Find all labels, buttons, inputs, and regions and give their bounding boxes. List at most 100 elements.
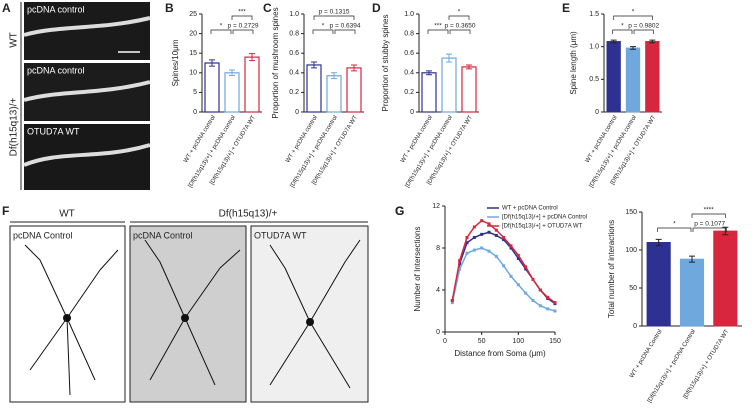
y-tick-label: 0 [633,323,637,330]
legend-label: [Df(h15q13)/+] + pcDNA Control [502,215,587,221]
x-tick-label: 50 [478,338,486,345]
panel-letter: A [2,1,11,15]
marker [502,238,506,242]
y-tick-label: 0 [193,109,197,116]
significance-label: p = 0.3650 [445,23,476,30]
bar [713,230,738,327]
significance-bracket [449,29,471,34]
significance-label: * [322,23,325,30]
marker [458,267,462,271]
significance-bracket [633,29,654,34]
marker [509,244,513,248]
y-tick-label: 12 [432,203,440,210]
significance-label: * [621,23,624,30]
line-series [451,247,556,312]
y-tick-label: 0.4 [289,70,299,77]
error-bar [249,53,255,62]
marker [465,241,469,245]
y-tick-label: 8 [436,245,440,252]
error-bar [446,53,452,63]
marker [516,283,520,287]
y-tick-label: 15 [189,50,197,57]
significance-label: * [632,9,635,16]
y-tick-label: 0.6 [289,50,299,57]
y-tick-label: 50 [629,285,637,292]
bar [625,47,641,113]
y-axis-label: Number of Intersections [413,227,422,312]
marker [538,288,542,292]
y-tick-label: 25 [189,11,197,18]
marker [524,265,528,269]
image-label: OTUD7A WT [254,230,307,240]
y-tick-label: 0.8 [289,30,299,37]
significance-bracket [210,29,232,34]
marker [494,254,498,258]
marker [509,246,513,250]
legend-label: WT + pcDNA Control [502,206,558,212]
y-tick-label: 1.0 [589,44,599,51]
soma [306,318,314,326]
marker [450,299,454,302]
bar [224,72,240,113]
significance-label: p = 0.9802 [628,23,659,30]
significance-bracket [692,227,727,232]
significance-bracket [691,213,726,218]
significance-label: * [220,23,223,30]
significance-label: *** [238,9,246,16]
error-bar [630,46,636,50]
bar [679,258,705,327]
x-tick-label: 100 [512,338,524,345]
marker [480,219,484,223]
neuron [24,239,361,396]
marker [516,257,520,260]
significance-label: * [673,221,676,228]
significance-bracket [312,29,334,34]
significance-bracket [231,15,253,20]
bar [306,64,322,113]
bar [606,41,621,113]
significance-bracket [657,227,692,232]
significance-bracket [232,29,254,34]
marker [458,259,462,263]
bar [421,72,437,113]
bar [326,75,342,113]
row-label: WT [9,32,20,48]
significance-label: *** [434,23,442,30]
x-tick-label: 0 [443,338,447,345]
significance-label: p = 0.1077 [694,221,725,228]
error-bar [331,72,337,80]
bar [204,62,220,113]
marker [487,222,491,226]
marker [524,267,528,271]
x-tick-label: 150 [549,338,561,345]
soma [63,314,71,322]
marker [502,236,506,239]
marker [480,232,484,236]
y-tick-label: 20 [189,30,197,37]
panel-letter: B [165,1,174,15]
image-label: pcDNA control [27,65,85,75]
x-tick-label: WT + pcDNA Control [629,329,664,379]
y-tick-label: 1.0 [404,11,414,18]
y-tick-label: 1.0 [289,11,299,18]
marker [516,253,520,257]
significance-bracket [313,15,355,20]
error-bar [209,59,215,67]
marker [546,295,550,299]
marker [553,301,557,305]
error-bar [351,64,357,72]
marker [472,225,476,229]
significance-bracket [613,15,653,20]
error-bar [649,39,656,44]
bar [244,56,260,113]
panel-letter: G [395,204,404,218]
y-tick-label: 150 [625,209,637,216]
y-tick-label: 10 [189,70,197,77]
x-axis-label: Distance from Soma (μm) [454,349,546,358]
bar [441,57,457,113]
dendrite [23,16,151,167]
significance-bracket [612,29,633,34]
bar [346,67,362,113]
error-bar [655,238,662,246]
